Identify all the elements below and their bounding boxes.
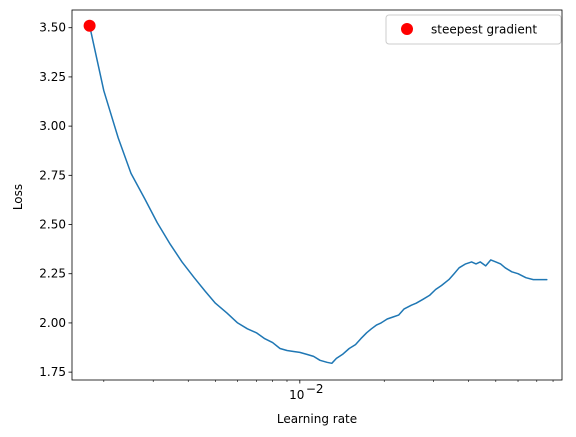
- y-tick-label: 3.50: [39, 21, 66, 35]
- y-tick-label: 2.00: [39, 316, 66, 330]
- legend: steepest gradient: [385, 14, 562, 45]
- y-tick-label: 2.25: [39, 267, 66, 281]
- y-tick-label: 3.00: [39, 119, 66, 133]
- x-axis-label: Learning rate: [277, 412, 357, 426]
- legend-marker: [401, 23, 413, 35]
- x-tick-label: 10: [289, 388, 304, 402]
- y-tick-label: 2.50: [39, 218, 66, 232]
- y-tick-label: 2.75: [39, 168, 66, 182]
- axes-frame: [71, 9, 563, 381]
- y-tick-label: 3.25: [39, 70, 66, 84]
- legend-label: steepest gradient: [431, 23, 537, 37]
- y-tick-label: 1.75: [39, 365, 66, 379]
- plot-area: [83, 19, 548, 365]
- legend-frame: [385, 14, 562, 45]
- axes: 1.75 2.00 2.25 2.50 2.75 3.00 3.25 3.50 10 −2: [39, 9, 563, 402]
- loss-curve-line: [88, 24, 548, 365]
- y-axis-label: Loss: [11, 184, 25, 210]
- steepest-gradient-point: [83, 19, 96, 32]
- x-tick-label-exponent: −2: [306, 382, 324, 396]
